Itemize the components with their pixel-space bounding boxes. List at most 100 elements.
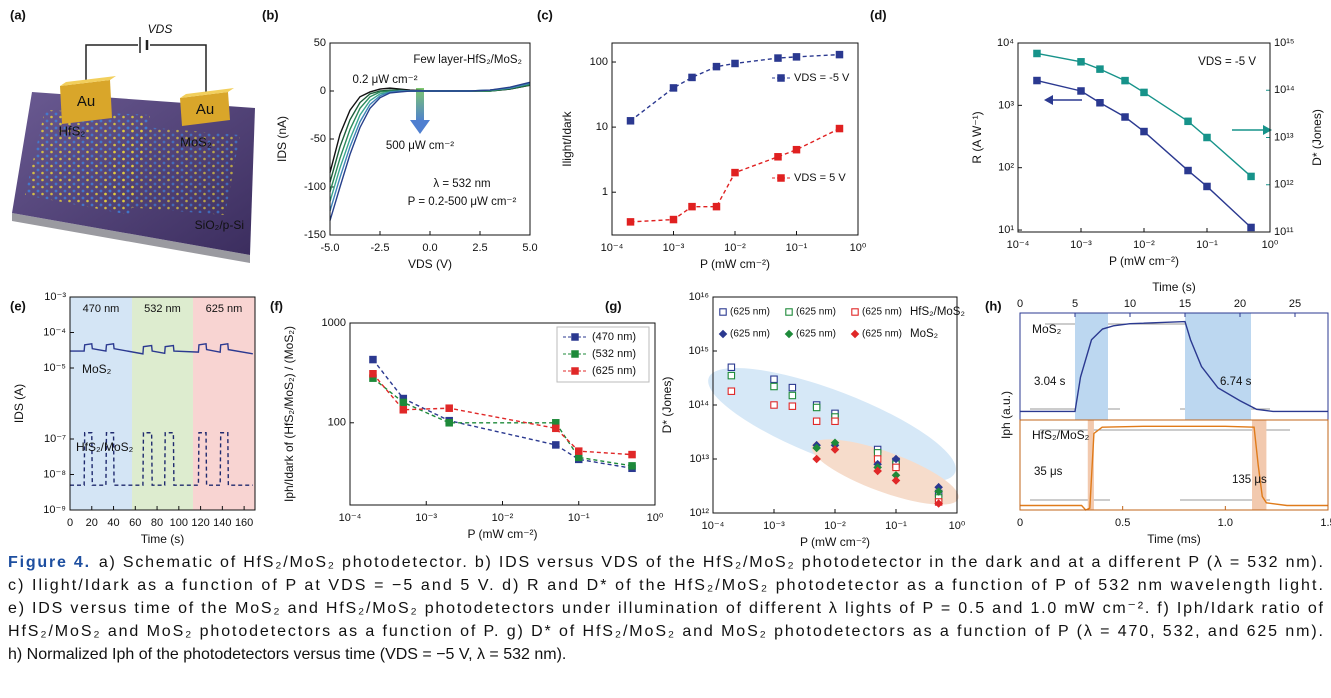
x-tick-label: 10⁻² [724,242,746,254]
x-tick-label: 10⁰ [1262,239,1279,251]
y-axis-label: IDS (A) [12,384,26,423]
point [552,424,560,433]
series-line [372,373,633,456]
legend-label: (625 nm) [796,329,836,340]
legend-marker [571,350,579,358]
point [770,382,778,391]
point [774,54,782,62]
series-line [372,377,633,467]
layer-label: MoS₂ [180,134,212,149]
series-line [70,432,253,486]
x-axis-label: P (mW cm⁻²) [800,535,870,549]
point [445,404,453,412]
x-tick-label: 5 [1072,298,1078,310]
x-tick-label: 5.0 [522,242,537,254]
band-label: 470 nm [83,303,120,315]
point [628,450,636,459]
legend-label: (625 nm) [730,307,770,318]
point [1096,65,1104,73]
point [788,383,797,392]
panel-label: (b) [262,7,279,22]
panel-label: (g) [605,298,622,313]
point [1203,133,1211,142]
x-tick-label: 10 [1124,298,1136,310]
legend-label: VDS = 5 V [794,172,846,184]
plot-frame [1019,312,1329,421]
y2-axis-label: D* (Jones) [1310,109,1324,166]
series-line [329,81,531,221]
point [369,370,377,378]
x-tick-label: 0.0 [422,242,437,254]
legend-label: HfS₂/MoS₂ [76,440,134,454]
caption-line: c) Ilight/Idark as a function of P at VD… [8,577,1323,594]
x-tick-label: 20 [86,517,98,529]
y-axis-label: Iph/Idark of (HfS₂/MoS₂) / (MoS₂) [282,326,296,502]
x-tick-label: 60 [129,517,141,529]
legend-label: (470 nm) [592,331,636,343]
point [774,153,782,161]
point [669,84,678,92]
series-line [1036,79,1252,228]
layer-label: HfS₂ [59,123,86,138]
point [574,447,583,455]
plot-frame [1017,42,1271,233]
legend-label: (532 nm) [592,348,636,360]
legend-marker [719,308,727,316]
point [688,202,696,211]
x-axis-label: Time (s) [1152,280,1196,294]
x-tick-label: 10⁻¹ [885,520,907,532]
plot-frame [712,296,958,514]
x-axis-label: VDS (V) [408,257,452,271]
panel-label: (a) [10,7,26,22]
x-axis-label: Time (s) [141,532,185,546]
y-tick-label: 10¹³ [689,453,709,465]
legend-marker [571,367,579,375]
x-tick-label: 10⁰ [647,512,664,524]
point [1140,127,1148,136]
band [192,297,255,510]
band [1087,420,1094,510]
wire [85,44,138,80]
legend-label: (625 nm) [796,307,836,318]
x-tick-label: 10⁻⁴ [702,520,725,532]
plot-frame [1019,419,1329,511]
x-axis-label: P (mW cm⁻²) [1109,254,1179,268]
x-tick-label: 10⁻³ [663,242,685,254]
y-tick-label: 10¹⁵ [689,345,709,357]
x-tick-label: 10⁻³ [763,520,785,532]
x-tick-label: 160 [235,517,253,529]
annotation: 135 μs [1232,474,1267,486]
point [812,403,821,412]
point [369,355,377,364]
substrate-side [12,213,250,263]
plot-frame [611,42,859,236]
band-label: 532 nm [144,303,181,315]
x-tick-label: 10⁻⁴ [601,242,624,254]
point [1077,87,1085,95]
point [891,470,901,480]
caption-line: HfS₂/MoS₂ and MoS₂ photodetectors as a f… [8,623,1323,640]
x-tick-label: 100 [170,517,188,529]
point [626,117,635,125]
annotation: 3.04 s [1034,376,1066,388]
legend-label: (625 nm) [730,329,770,340]
point [552,441,560,449]
legend-marker [785,308,793,316]
y-axis-label: R (A W⁻¹) [970,111,984,163]
point [792,53,801,61]
point [892,463,900,472]
x-axis-label: P (mW cm⁻²) [467,527,537,541]
y-tick-label: 1000 [322,317,346,329]
x-tick-label: 120 [191,517,209,529]
legend-marker [784,329,794,339]
point [830,445,840,454]
y2-tick-label: 10¹⁴ [1274,84,1295,96]
arrow-head [1044,95,1053,105]
caption-line: Figure 4. a) Schematic of HfS₂/MoS₂ photo… [8,554,1323,571]
y-axis-label: IDS (nA) [275,116,289,162]
series-line [372,359,633,469]
legend-marker [777,74,785,82]
caption-line: e) IDS versus time of the MoS₂ and HfS₂/… [8,600,1324,617]
legend-label: (625 nm) [862,307,902,318]
point [628,462,636,470]
